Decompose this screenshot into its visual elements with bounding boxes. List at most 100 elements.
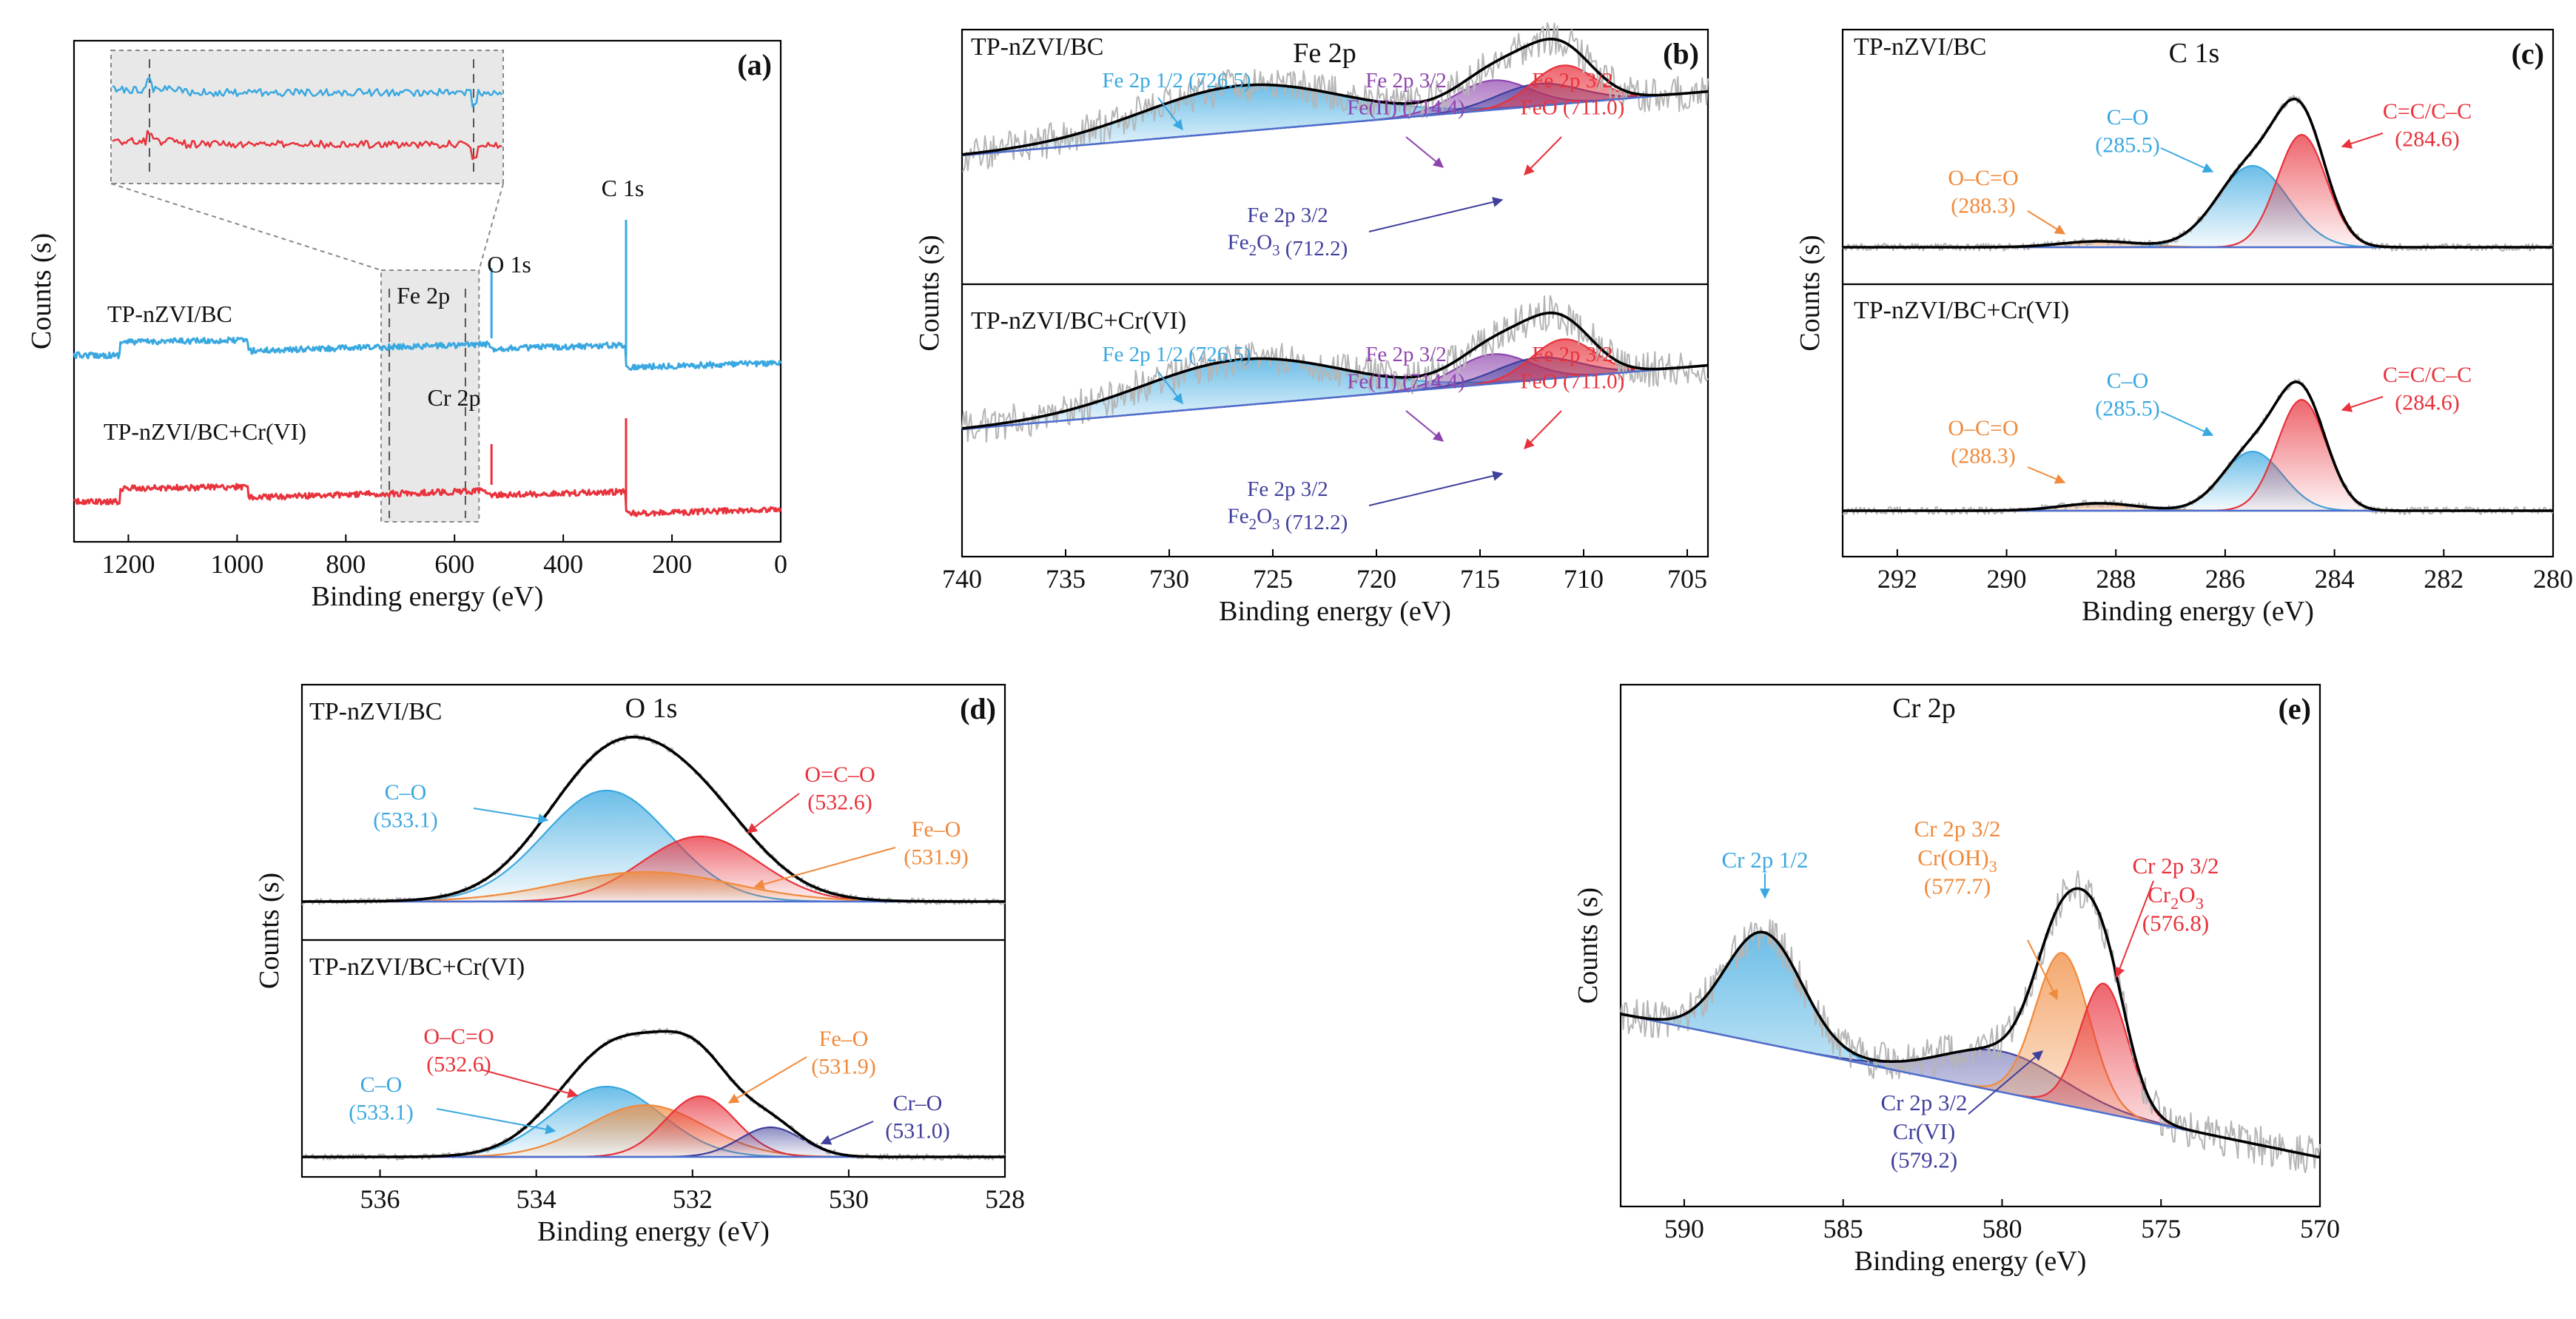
component-peak-fill	[1843, 452, 2553, 511]
y-axis-label: Counts (s)	[1795, 235, 1826, 351]
peak-label: (284.6)	[2395, 391, 2459, 415]
peak-label: Fe 2p 3/2	[1365, 69, 1447, 93]
x-axis-label: Binding energy (eV)	[312, 581, 544, 612]
peak-arrow	[2027, 939, 2058, 1001]
panel-title: Fe 2p	[1293, 38, 1356, 69]
peak-label: Fe–O	[819, 1027, 869, 1051]
peak-label: (576.8)	[2142, 910, 2209, 936]
peak-label: O=C–O	[804, 762, 875, 787]
x-tick-label: 710	[1564, 564, 1604, 594]
peak-label: (579.2)	[1891, 1147, 1957, 1173]
fe-cr-region	[380, 269, 480, 523]
fitted-envelope	[1843, 380, 2553, 512]
panel-d-bot: TP-nZVI/BC+Cr(VI) O–C=O (532.6) C–O (533.1) F…	[301, 953, 1006, 1161]
peak-arrow	[1405, 136, 1445, 168]
peak-label: Cr 2p 3/2	[2132, 853, 2219, 879]
peak-label: Cr 2p 3/2	[1880, 1090, 1967, 1115]
y-axis-label: Counts (s)	[254, 873, 285, 989]
peak-label: FeO (711.0)	[1521, 95, 1625, 119]
panel-a-axes: 1200 1000 800 600 400 200 0 Binding energy (eV)…	[26, 39, 787, 612]
x-tick-label: 290	[1987, 564, 2027, 594]
component-peak-fill	[302, 872, 1005, 902]
raw-spectrum	[1620, 870, 2321, 1174]
x-tick-label: 585	[1823, 1214, 1863, 1244]
series-label: TP-nZVI/BC+Cr(VI)	[309, 953, 525, 981]
peak-arrow	[2341, 132, 2384, 149]
series-label: TP-nZVI/BC	[107, 301, 232, 327]
peak-label: Fe2O3 (712.2)	[1228, 230, 1348, 261]
plot-frame	[1841, 28, 2555, 558]
peak-arrow	[1157, 97, 1183, 131]
panel-title: O 1s	[625, 693, 678, 724]
peak-label: Fe 2p 3/2	[1532, 69, 1613, 93]
panel-title: C 1s	[2169, 38, 2220, 69]
peak-arrow	[2160, 147, 2214, 173]
fitted-envelope	[1843, 97, 2553, 249]
peak-arrow	[727, 1056, 807, 1104]
peak-label: Cr 2p 3/2	[1914, 816, 2000, 842]
x-tick-label: 570	[2300, 1214, 2340, 1244]
peak-arrow	[746, 793, 800, 833]
y-axis-label: Counts (s)	[1573, 887, 1604, 1004]
x-axis-label: Binding energy (eV)	[2082, 596, 2314, 627]
panel-d-axes: 536 534 532 530 528 Binding energy (eV) Counts…	[254, 683, 1025, 1247]
peak-label: (532.6)	[807, 791, 872, 815]
panel-label: (a)	[737, 48, 772, 81]
peak-label: (533.1)	[373, 808, 437, 833]
x-tick-label: 800	[326, 549, 366, 579]
y-axis-label: Counts (s)	[914, 235, 945, 351]
peak-label: O–C=O	[1948, 416, 2018, 440]
peak-arrow	[1368, 197, 1504, 232]
peak-arrow	[2027, 466, 2066, 484]
x-tick-label: 715	[1460, 564, 1500, 594]
peak-label: C–O	[2107, 369, 2149, 393]
peak-arrow	[480, 1069, 579, 1098]
x-tick-label: 280	[2533, 564, 2573, 594]
peak-arrow	[1368, 471, 1504, 506]
series-label: TP-nZVI/BC+Cr(VI)	[971, 307, 1186, 335]
plot-frame	[73, 39, 782, 543]
x-tick-label: 590	[1664, 1214, 1704, 1244]
survey-line-tp-nzvi-bc-crvi	[73, 483, 782, 517]
panel-c-top: TP-nZVI/BC O–C=O (288.3) C–O (285.5) C=C/C–C (…	[1842, 33, 2554, 252]
peak-arrow	[753, 847, 896, 890]
peak-label: (284.6)	[2395, 127, 2459, 152]
raw-spectrum	[961, 295, 1709, 443]
peak-label: Fe 2p 3/2	[1247, 477, 1328, 501]
x-tick-label: 282	[2424, 564, 2464, 594]
panel-e-plot: Cr 2p 1/2 Cr 2p 3/2 Cr(OH)3(577.7) Cr 2p 3/…	[1620, 816, 2321, 1174]
component-peak-fill	[962, 358, 1708, 429]
panel-b-bot: TP-nZVI/BC+Cr(VI) Fe 2p 1/2 (726.5) Fe 2p …	[961, 295, 1709, 534]
component-peak-fill	[302, 791, 1005, 902]
zoom-connector	[110, 183, 382, 271]
survey-line-tp-nzvi-bc	[73, 336, 782, 371]
x-tick-label: 534	[517, 1184, 556, 1214]
x-tick-label: 730	[1149, 564, 1189, 594]
peak-label: Cr2O3	[2148, 882, 2204, 913]
panel-a-plot: TP-nZVI/BC TP-nZVI/BC+Cr(VI) Fe 2p Cr 2p O 1…	[73, 50, 782, 523]
x-axis-label: Binding energy (eV)	[1219, 596, 1451, 627]
peak-label: (285.5)	[2095, 133, 2159, 158]
peak-label: O–C=O	[423, 1024, 494, 1049]
peak-label: Cr(VI)	[1893, 1118, 1955, 1144]
panel-c-axes: 292 290 288 286 284 282 280 Binding energy (eV)…	[1795, 28, 2573, 627]
x-tick-label: 286	[2205, 564, 2245, 594]
inset-line-tp-nzvi-bc	[112, 76, 502, 108]
peak-label: (531.9)	[811, 1055, 875, 1079]
panel-d-top: TP-nZVI/BC C–O (533.1) O=C–O (532.6) Fe–O (531…	[301, 698, 1006, 905]
x-tick-label: 600	[434, 549, 474, 579]
x-tick-label: 1200	[101, 549, 155, 579]
component-peak-fill	[1843, 166, 2553, 247]
x-tick-label: 1000	[210, 549, 263, 579]
peak-arrow	[1405, 410, 1445, 442]
x-axis-label: Binding energy (eV)	[1854, 1246, 2087, 1277]
series-label: TP-nZVI/BC	[971, 33, 1103, 61]
peak-label: C–O	[360, 1073, 403, 1097]
peak-label: C=C/C–C	[2383, 363, 2472, 387]
x-tick-label: 536	[360, 1184, 400, 1214]
x-tick-label: 0	[774, 549, 787, 579]
fitted-envelope	[961, 37, 1709, 156]
panel-b-axes: 740 735 730 725 720 715 710 705 Binding energy (…	[914, 28, 1709, 627]
x-tick-label: 735	[1046, 564, 1086, 594]
plot-frame	[1619, 683, 2321, 1208]
